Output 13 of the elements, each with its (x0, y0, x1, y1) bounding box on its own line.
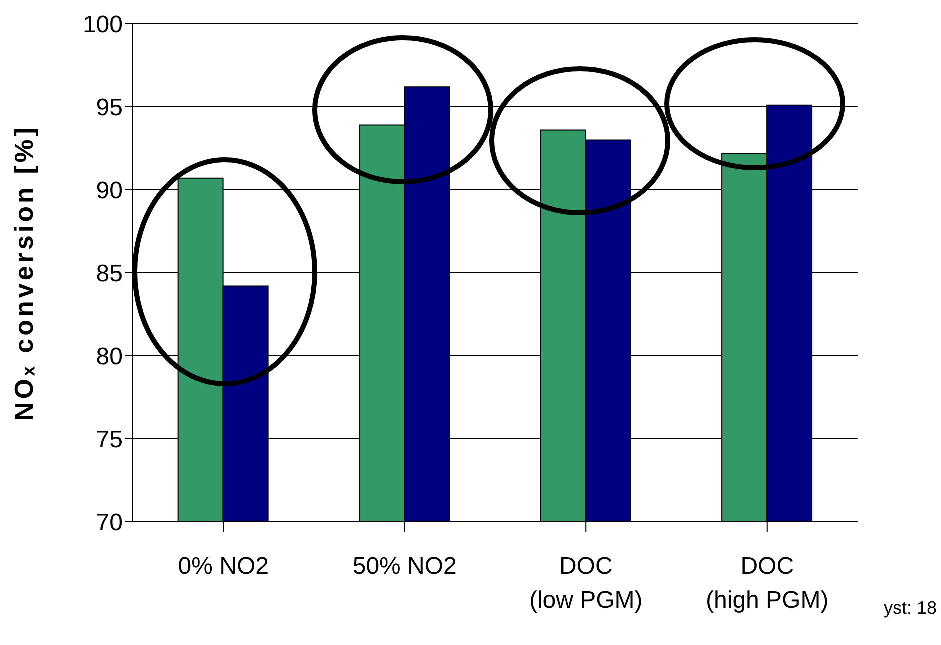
y-tick-label: 100 (82, 12, 123, 39)
y-tick-label: 80 (96, 344, 123, 371)
x-tick-label: DOC (low PGM) (529, 553, 643, 614)
x-tick-label: 0% NO2 (178, 553, 269, 580)
x-tick-label: 50% NO2 (352, 553, 457, 580)
y-tick-label: 95 (96, 94, 123, 122)
text: yst: 18 (884, 598, 937, 619)
y-tick-label: 70 (96, 510, 123, 537)
y-tick-label: 90 (96, 178, 123, 205)
y-axis-title: NOₓ conversion [%] (9, 124, 40, 422)
y-tick-label: 75 (96, 426, 123, 454)
x-tick-label: DOC (high PGM) (706, 553, 829, 614)
y-tick-label: 85 (96, 260, 123, 288)
